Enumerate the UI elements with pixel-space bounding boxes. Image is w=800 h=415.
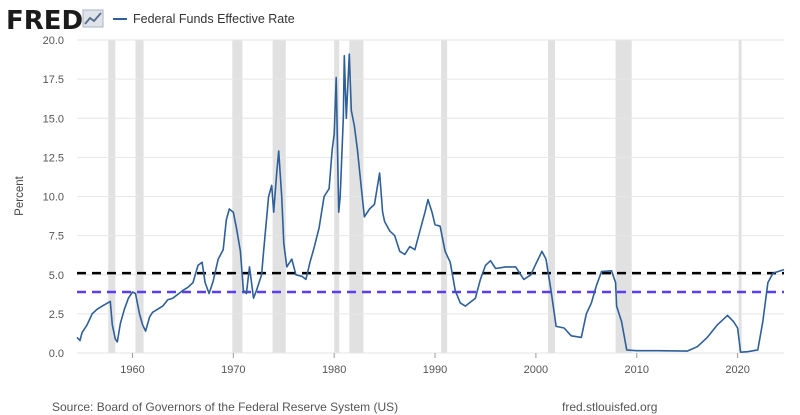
reference-lines — [77, 271, 784, 294]
y-tick-label: 15.0 — [43, 113, 64, 125]
x-tick-label: 1960 — [120, 364, 144, 376]
x-tick-label: 1990 — [423, 364, 447, 376]
y-tick-label: 7.5 — [49, 231, 64, 243]
fred-logo-text: FRED — [6, 6, 83, 36]
x-axis: 1960 1970 1980 1990 2000 2010 2020 — [120, 353, 750, 376]
source-note: Source: Board of Governors of the Federa… — [52, 400, 398, 414]
logo-chart-icon — [82, 9, 104, 28]
x-tick-label: 1970 — [221, 364, 245, 376]
y-tick-label: 5.0 — [49, 270, 64, 282]
x-tick-label: 2000 — [524, 364, 548, 376]
y-tick-label: 12.5 — [43, 152, 64, 164]
x-tick-label: 2010 — [625, 364, 649, 376]
series-line-fed-funds-rate — [76, 53, 785, 353]
y-tick-label: 20.0 — [43, 35, 64, 47]
fred-logo[interactable]: FRED — [6, 6, 104, 36]
x-tick-label: 2020 — [725, 364, 749, 376]
y-axis-label: Percent — [14, 175, 26, 215]
series-layer — [76, 53, 785, 353]
y-tick-label: 10.0 — [43, 192, 64, 204]
x-tick-label: 1980 — [322, 364, 346, 376]
legend-label: Federal Funds Effective Rate — [133, 12, 295, 26]
gridlines — [77, 39, 784, 354]
y-tick-label: 2.5 — [49, 309, 64, 321]
y-tick-label: 0.0 — [49, 348, 64, 360]
y-axis: 0.0 2.5 5.0 7.5 10.0 12.5 15.0 17.5 20.0 — [43, 35, 64, 360]
y-tick-label: 17.5 — [43, 74, 64, 86]
fred-site-link[interactable]: fred.stlouisfed.org — [562, 400, 657, 414]
